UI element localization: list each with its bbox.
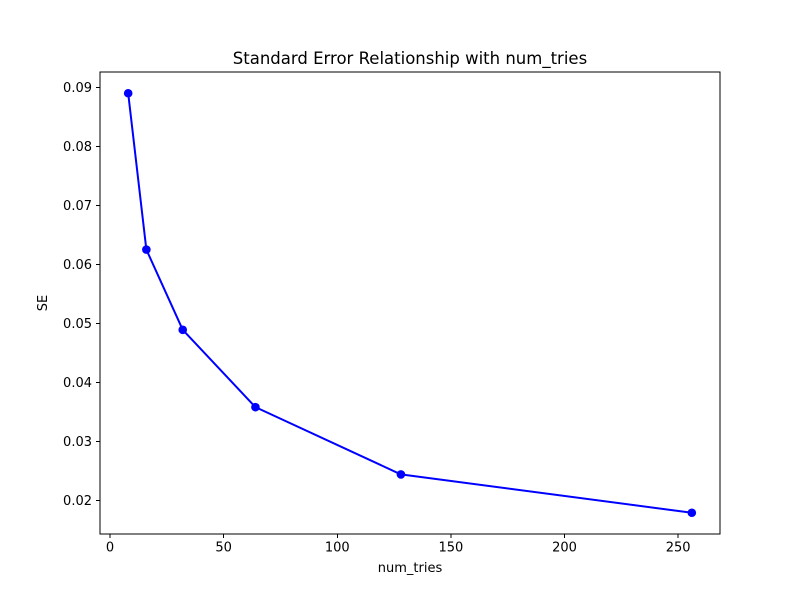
x-tick-label: 200 bbox=[552, 541, 577, 556]
data-line bbox=[127, 92, 693, 514]
y-tick-label: 0.06 bbox=[63, 258, 92, 273]
x-tick-label: 250 bbox=[666, 541, 691, 556]
x-tick-label: 0 bbox=[106, 541, 114, 556]
plot-background bbox=[100, 72, 720, 534]
axes-frame bbox=[99, 71, 721, 535]
data-point bbox=[251, 402, 260, 412]
x-tick-label: 100 bbox=[325, 541, 350, 556]
x-axis-label: num_tries bbox=[378, 561, 443, 576]
y-tick-label: 0.09 bbox=[63, 81, 92, 96]
plot-area: 0 50 100 150 200 250 0.02 0.03 0.04 0.05 0.06 0.07 0… bbox=[63, 71, 721, 556]
y-tick-label: 0.04 bbox=[63, 376, 92, 391]
y-tick-label: 0.07 bbox=[63, 199, 92, 214]
y-tick-label: 0.05 bbox=[63, 317, 92, 332]
data-point bbox=[123, 88, 133, 98]
data-point bbox=[687, 508, 697, 518]
y-tick-label: 0.03 bbox=[63, 435, 92, 450]
y-tick-label: 0.08 bbox=[63, 140, 92, 155]
chart-title: Standard Error Relationship with num_tri… bbox=[233, 49, 587, 69]
y-tick-label: 0.02 bbox=[63, 494, 92, 509]
data-point bbox=[142, 245, 151, 254]
data-point bbox=[178, 325, 188, 335]
data-point bbox=[396, 470, 406, 479]
x-tick-label: 50 bbox=[215, 541, 232, 556]
y-axis-label: SE bbox=[36, 295, 51, 311]
x-tick-label: 150 bbox=[438, 541, 463, 556]
